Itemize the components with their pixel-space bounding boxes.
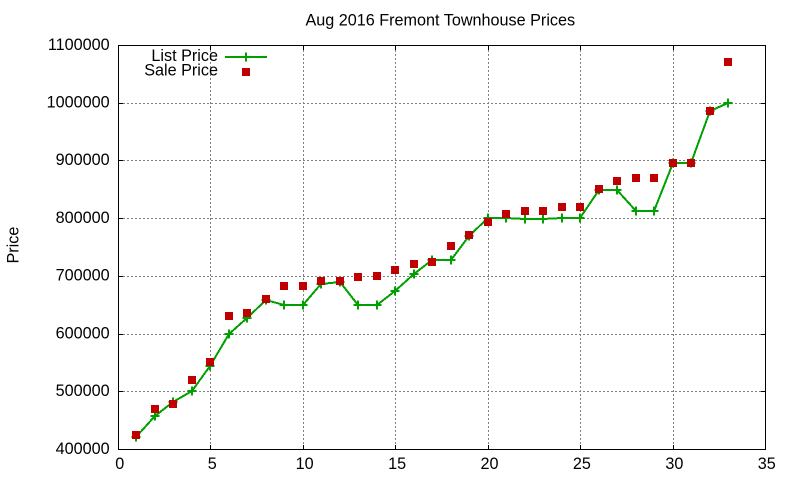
svg-text:List Price: List Price xyxy=(151,47,218,65)
svg-text:10: 10 xyxy=(296,455,314,473)
svg-text:700000: 700000 xyxy=(56,267,110,285)
svg-text:5: 5 xyxy=(208,455,217,473)
svg-text:15: 15 xyxy=(388,455,406,473)
svg-text:1000000: 1000000 xyxy=(47,94,110,112)
svg-text:500000: 500000 xyxy=(56,382,110,400)
svg-text:30: 30 xyxy=(665,455,683,473)
svg-text:900000: 900000 xyxy=(56,151,110,169)
svg-text:20: 20 xyxy=(481,455,499,473)
svg-text:Sale Price: Sale Price xyxy=(144,61,218,79)
svg-text:Price: Price xyxy=(4,227,22,264)
svg-text:Aug 2016 Fremont Townhouse Pri: Aug 2016 Fremont Townhouse Prices xyxy=(305,11,575,29)
svg-text:25: 25 xyxy=(573,455,591,473)
svg-text:1100000: 1100000 xyxy=(48,36,110,54)
svg-text:800000: 800000 xyxy=(56,209,110,227)
svg-text:400000: 400000 xyxy=(56,440,110,458)
svg-text:35: 35 xyxy=(758,455,776,473)
svg-text:0: 0 xyxy=(115,455,124,473)
svg-text:600000: 600000 xyxy=(56,324,110,342)
